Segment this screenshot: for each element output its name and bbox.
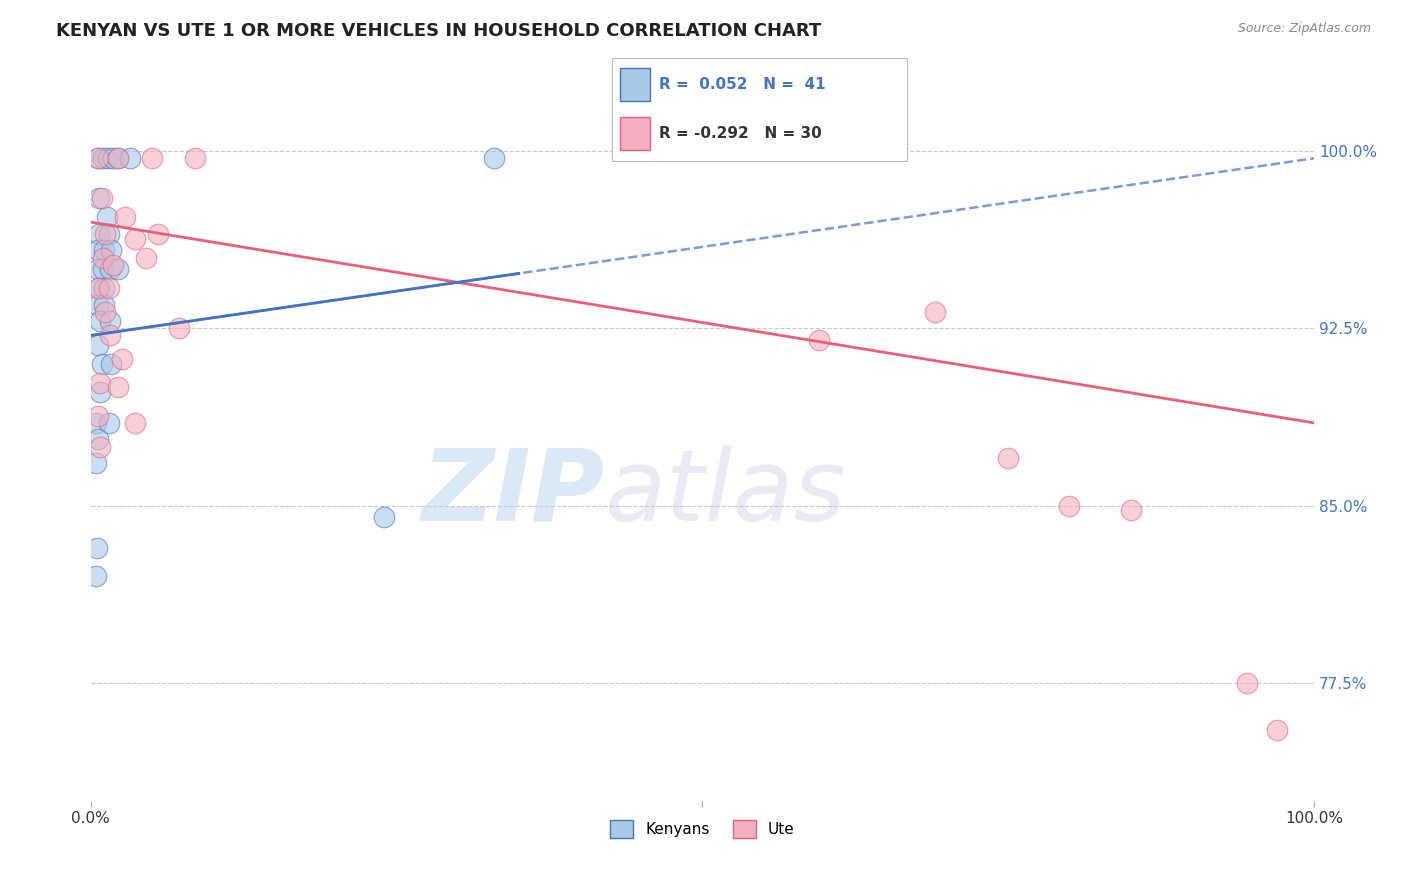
Point [98,227,121,241]
Text: ZIP: ZIP [422,445,605,541]
Point [107,151,129,165]
Point [90,357,112,371]
Point [1236,675,1258,690]
Point [93,244,115,258]
Point [89,314,111,328]
Point [91,251,114,265]
Point [87,151,110,165]
Point [141,151,163,165]
Point [807,333,830,347]
Point [924,305,946,319]
Point [87,338,110,352]
Point [135,251,157,265]
Legend: Kenyans, Ute: Kenyans, Ute [605,814,800,845]
Point [146,227,169,241]
Point [87,298,110,312]
Point [98,281,121,295]
Point [98,416,121,430]
Point [89,227,111,241]
Point [87,244,110,258]
Point [98,328,121,343]
Point [111,352,134,367]
Point [97,151,120,165]
Point [101,258,124,272]
Point [124,416,146,430]
Text: Source: ZipAtlas.com: Source: ZipAtlas.com [1237,22,1371,36]
Point [997,451,1019,466]
Text: atlas: atlas [605,445,846,541]
Point [89,440,111,454]
Point [1119,503,1142,517]
Point [91,151,114,165]
Bar [620,69,650,101]
Bar [620,118,650,150]
Point [1267,723,1289,737]
Point [100,244,122,258]
Text: KENYAN VS UTE 1 OR MORE VEHICLES IN HOUSEHOLD CORRELATION CHART: KENYAN VS UTE 1 OR MORE VEHICLES IN HOUS… [56,22,821,40]
Text: R = -0.292   N = 30: R = -0.292 N = 30 [659,127,821,142]
Point [100,357,122,371]
Point [94,305,117,319]
Point [1059,499,1081,513]
Point [87,433,110,447]
Text: R =  0.052   N =  41: R = 0.052 N = 41 [659,77,825,92]
Point [484,151,506,165]
Point [87,281,110,295]
Point [84,456,107,470]
Point [84,416,107,430]
Point [118,151,141,165]
Point [373,510,395,524]
Point [93,281,115,295]
Point [107,151,129,165]
Point [114,211,136,225]
Point [98,262,121,277]
Point [89,376,111,390]
Point [87,409,110,423]
Point [89,281,111,295]
Point [84,569,107,583]
Point [91,262,114,277]
Point [96,211,118,225]
Point [107,380,129,394]
Point [89,191,111,205]
Point [94,227,117,241]
Point [107,262,129,277]
Point [90,191,112,205]
Point [86,541,108,555]
Point [183,151,205,165]
Point [124,232,146,246]
Point [89,385,111,400]
Point [87,151,110,165]
Point [167,321,190,335]
Point [98,314,121,328]
Point [101,151,124,165]
Point [93,298,115,312]
Point [87,262,110,277]
